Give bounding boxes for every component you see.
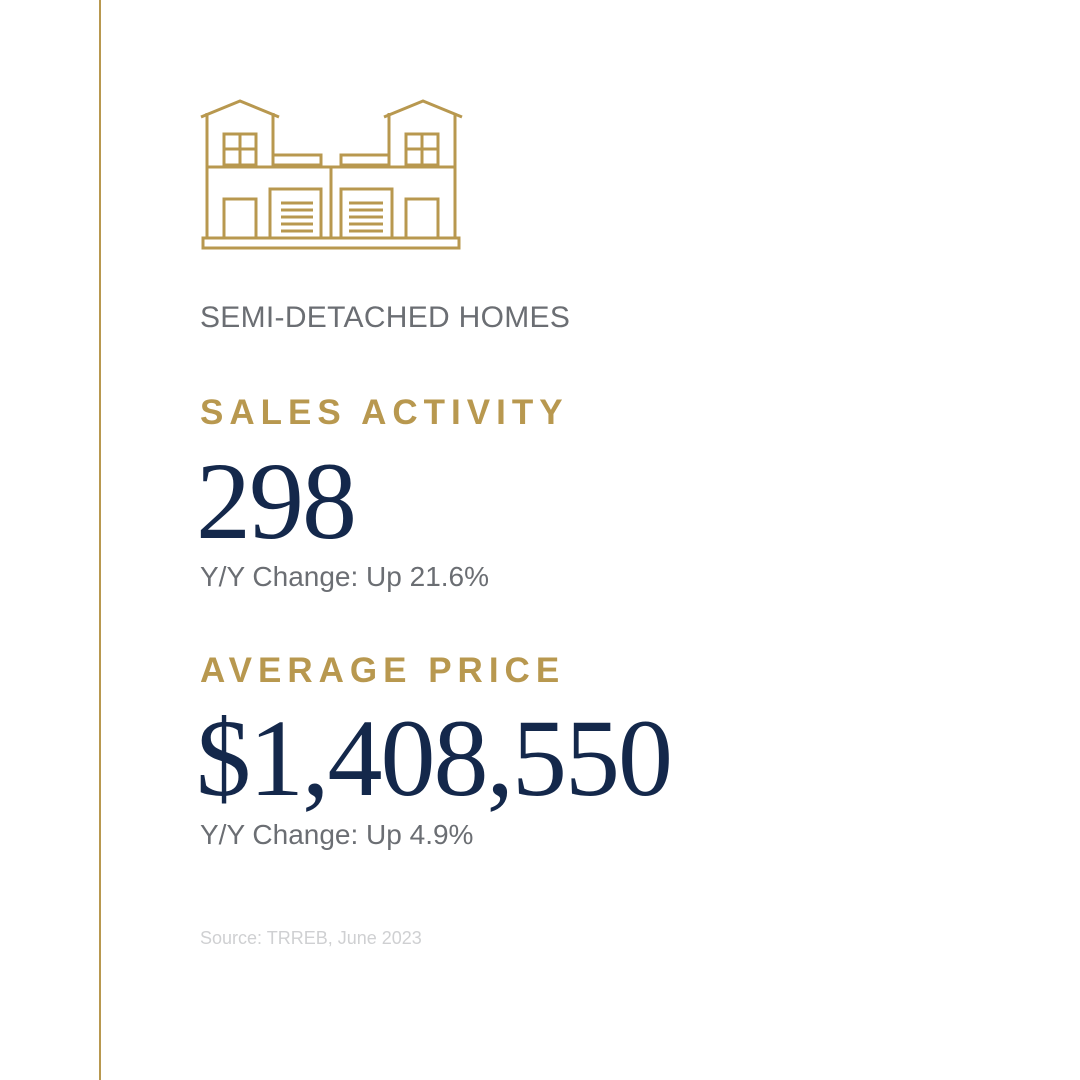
gold-divider-line xyxy=(99,0,101,1080)
sales-activity-value: 298 xyxy=(196,440,357,562)
sales-activity-change: Y/Y Change: Up 21.6% xyxy=(200,561,490,592)
source-note: Source: TRREB, June 2023 xyxy=(200,928,422,948)
sales-activity-label: SALES ACTIVITY xyxy=(200,393,569,432)
average-price-change: Y/Y Change: Up 4.9% xyxy=(200,819,474,850)
average-price-value: $1,408,550 xyxy=(196,697,673,819)
average-price-label: AVERAGE PRICE xyxy=(200,651,566,690)
semi-detached-house-icon xyxy=(200,99,463,250)
property-category: SEMI-DETACHED HOMES xyxy=(200,301,571,334)
